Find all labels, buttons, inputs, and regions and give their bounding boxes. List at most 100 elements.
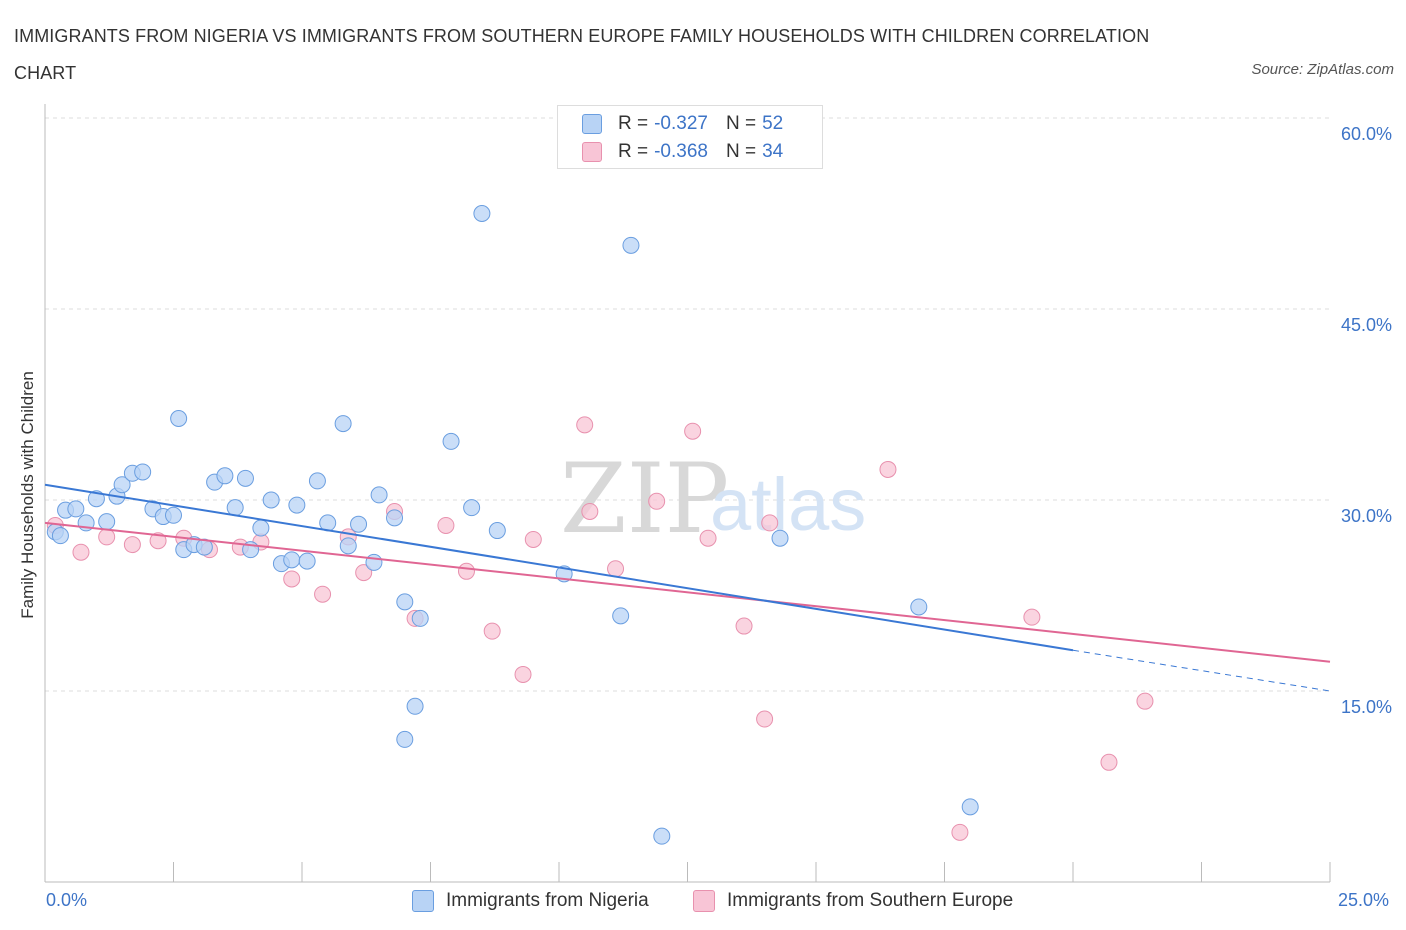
nigeria-point <box>771 529 789 547</box>
nigeria-point <box>113 476 131 494</box>
seurope-point <box>761 514 779 532</box>
y-tick-labels: 15.0% 30.0% 45.0% 60.0% <box>1341 124 1392 717</box>
nigeria-point <box>262 491 280 509</box>
x-tick-max: 25.0% <box>1338 890 1390 910</box>
nigeria-point <box>288 496 306 514</box>
nigeria-point <box>370 486 388 504</box>
axes <box>44 104 1331 883</box>
legend-label-nigeria: Immigrants from Nigeria <box>446 890 649 911</box>
seurope-legend-swatch <box>693 890 715 912</box>
nigeria-point <box>298 552 316 570</box>
nigeria-point <box>334 415 352 433</box>
nigeria-point <box>226 499 244 517</box>
chart-title: IMMIGRANTS FROM NIGERIA VS IMMIGRANTS FR… <box>14 26 1150 83</box>
nigeria-point <box>463 499 481 517</box>
r-label: R = <box>618 113 649 134</box>
nigeria-point <box>195 538 213 556</box>
seurope-point <box>123 536 141 554</box>
nigeria-point <box>308 472 326 490</box>
seurope-point <box>581 502 599 520</box>
seurope-point <box>879 460 897 478</box>
seurope-point <box>756 710 774 728</box>
nigeria-swatch <box>582 114 602 134</box>
seurope-point <box>355 564 373 582</box>
r-label: R = <box>618 141 649 162</box>
seurope-point <box>483 622 501 640</box>
nigeria-point <box>396 593 414 611</box>
legend-item-seurope: Immigrants from Southern Europe <box>693 890 1013 912</box>
nigeria-point <box>365 553 383 571</box>
n-value: 52 <box>762 113 784 134</box>
correlation-legend: R = -0.327 N = 52 R = -0.368 N = 34 <box>557 105 823 169</box>
y-tick-label: 45.0% <box>1341 315 1392 335</box>
seurope-point <box>699 529 717 547</box>
n-label: N = <box>725 113 757 134</box>
seurope-point <box>314 585 332 603</box>
seurope-point <box>1023 608 1041 626</box>
nigeria-point <box>961 798 979 816</box>
nigeria-point <box>67 500 85 518</box>
nigeria-point <box>442 432 460 450</box>
gridlines <box>45 117 1330 692</box>
seurope-point <box>437 516 455 534</box>
nigeria-point <box>170 410 188 428</box>
series-legend: Immigrants from Nigeria Immigrants from … <box>0 890 1406 916</box>
seurope-point <box>607 560 625 578</box>
seurope-point <box>98 528 116 546</box>
trend-lines <box>44 483 1331 692</box>
n-value: 34 <box>762 141 784 162</box>
nigeria-point <box>910 598 928 616</box>
nigeria-point <box>165 506 182 524</box>
seurope-point <box>576 416 594 434</box>
x-tick-min: 0.0% <box>46 890 88 910</box>
nigeria-point <box>386 509 404 527</box>
seurope-swatch <box>582 142 602 162</box>
legend-item-nigeria: Immigrants from Nigeria <box>412 890 649 912</box>
nigeria-point <box>51 527 69 545</box>
seurope-point <box>951 823 969 841</box>
y-tick-label: 15.0% <box>1341 697 1392 717</box>
nigeria-trend-extension <box>1072 649 1331 692</box>
seurope-point <box>283 570 301 588</box>
seurope-point <box>648 492 666 510</box>
legend-label-seurope: Immigrants from Southern Europe <box>727 890 1014 911</box>
nigeria-legend-swatch <box>412 890 434 912</box>
nigeria-point <box>134 463 152 481</box>
nigeria-point <box>236 469 254 487</box>
nigeria-point <box>350 515 368 533</box>
nigeria-point <box>87 490 105 508</box>
nigeria-point <box>216 467 234 485</box>
y-tick-label: 60.0% <box>1341 124 1392 144</box>
r-value: -0.368 <box>654 141 708 162</box>
seurope-point <box>1136 692 1154 710</box>
seurope-point <box>457 562 475 580</box>
n-label: N = <box>725 141 757 162</box>
nigeria-point <box>653 827 671 845</box>
nigeria-point <box>98 513 116 531</box>
nigeria-point <box>252 519 270 537</box>
nigeria-point <box>612 607 630 625</box>
legend-row-nigeria: R = -0.327 N = 52 <box>582 112 783 136</box>
nigeria-point <box>473 205 491 222</box>
seurope-point <box>72 543 90 561</box>
seurope-point <box>1100 753 1118 771</box>
source-label: Source: ZipAtlas.com <box>1251 61 1394 78</box>
seurope-point <box>684 422 702 440</box>
watermark-atlas: atlas <box>710 463 866 546</box>
nigeria-trend-line <box>44 483 1074 652</box>
r-value: -0.327 <box>654 113 708 134</box>
seurope-point <box>514 665 532 683</box>
seurope-trend-line <box>44 521 1331 663</box>
nigeria-point <box>396 730 414 748</box>
seurope-point <box>524 530 542 548</box>
legend-row-seurope: R = -0.368 N = 34 <box>582 140 783 164</box>
nigeria-point <box>283 551 301 569</box>
nigeria-point <box>622 236 640 254</box>
seurope-point <box>149 532 167 550</box>
nigeria-point <box>339 537 357 555</box>
y-tick-label: 30.0% <box>1341 506 1392 526</box>
nigeria-point <box>406 697 424 715</box>
nigeria-point <box>411 609 429 627</box>
seurope-point <box>735 617 753 635</box>
